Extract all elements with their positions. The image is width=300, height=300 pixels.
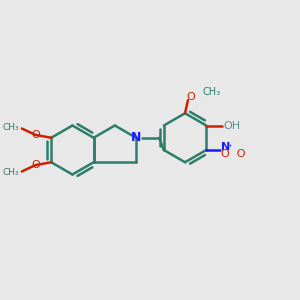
Text: OH: OH	[224, 121, 241, 130]
Text: N: N	[131, 131, 141, 144]
Text: CH₃: CH₃	[2, 168, 19, 177]
Text: N: N	[221, 142, 230, 152]
Text: CH₃: CH₃	[2, 123, 19, 132]
Text: CH₃: CH₃	[202, 87, 220, 97]
Text: O  O: O O	[221, 149, 245, 159]
Text: ⁺: ⁺	[228, 142, 232, 152]
Text: O: O	[31, 130, 40, 140]
Text: O: O	[186, 92, 195, 102]
Text: O: O	[31, 160, 40, 170]
